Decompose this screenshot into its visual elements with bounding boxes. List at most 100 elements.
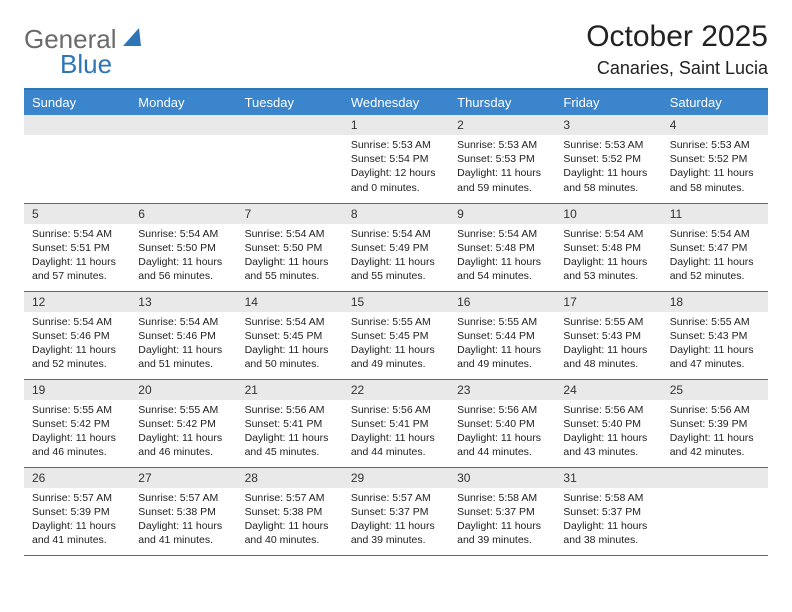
day-body: Sunrise: 5:54 AMSunset: 5:50 PMDaylight:… bbox=[237, 224, 343, 288]
sunset-line: Sunset: 5:48 PM bbox=[563, 241, 653, 255]
day-body: Sunrise: 5:57 AMSunset: 5:38 PMDaylight:… bbox=[237, 488, 343, 552]
daylight-line: Daylight: 11 hours and 41 minutes. bbox=[32, 519, 122, 547]
day-number: 5 bbox=[24, 204, 130, 224]
day-number: 2 bbox=[449, 115, 555, 135]
sunset-line: Sunset: 5:43 PM bbox=[670, 329, 760, 343]
daylight-line: Daylight: 11 hours and 44 minutes. bbox=[351, 431, 441, 459]
sunrise-line: Sunrise: 5:56 AM bbox=[351, 403, 441, 417]
calendar-cell: 14Sunrise: 5:54 AMSunset: 5:45 PMDayligh… bbox=[237, 291, 343, 379]
day-body: Sunrise: 5:54 AMSunset: 5:45 PMDaylight:… bbox=[237, 312, 343, 376]
day-number: 16 bbox=[449, 292, 555, 312]
sunrise-line: Sunrise: 5:57 AM bbox=[32, 491, 122, 505]
day-body: Sunrise: 5:55 AMSunset: 5:42 PMDaylight:… bbox=[130, 400, 236, 464]
day-number: 27 bbox=[130, 468, 236, 488]
daylight-line: Daylight: 11 hours and 58 minutes. bbox=[563, 166, 653, 194]
day-number: 17 bbox=[555, 292, 661, 312]
sunset-line: Sunset: 5:38 PM bbox=[138, 505, 228, 519]
calendar-cell: 17Sunrise: 5:55 AMSunset: 5:43 PMDayligh… bbox=[555, 291, 661, 379]
day-body: Sunrise: 5:56 AMSunset: 5:41 PMDaylight:… bbox=[237, 400, 343, 464]
day-number: 11 bbox=[662, 204, 768, 224]
sunrise-line: Sunrise: 5:53 AM bbox=[457, 138, 547, 152]
sunset-line: Sunset: 5:52 PM bbox=[670, 152, 760, 166]
sunset-line: Sunset: 5:39 PM bbox=[32, 505, 122, 519]
day-number: 3 bbox=[555, 115, 661, 135]
day-number: 25 bbox=[662, 380, 768, 400]
daylight-line: Daylight: 11 hours and 50 minutes. bbox=[245, 343, 335, 371]
day-body: Sunrise: 5:57 AMSunset: 5:37 PMDaylight:… bbox=[343, 488, 449, 552]
sunset-line: Sunset: 5:37 PM bbox=[563, 505, 653, 519]
day-number: 24 bbox=[555, 380, 661, 400]
day-body: Sunrise: 5:54 AMSunset: 5:46 PMDaylight:… bbox=[24, 312, 130, 376]
header: General Blue October 2025 Canaries, Sain… bbox=[24, 20, 768, 80]
sunset-line: Sunset: 5:40 PM bbox=[563, 417, 653, 431]
sunset-line: Sunset: 5:39 PM bbox=[670, 417, 760, 431]
sunset-line: Sunset: 5:41 PM bbox=[245, 417, 335, 431]
day-body: Sunrise: 5:53 AMSunset: 5:52 PMDaylight:… bbox=[662, 135, 768, 199]
day-body: Sunrise: 5:56 AMSunset: 5:40 PMDaylight:… bbox=[555, 400, 661, 464]
day-body: Sunrise: 5:54 AMSunset: 5:50 PMDaylight:… bbox=[130, 224, 236, 288]
sunset-line: Sunset: 5:50 PM bbox=[138, 241, 228, 255]
calendar-cell: 15Sunrise: 5:55 AMSunset: 5:45 PMDayligh… bbox=[343, 291, 449, 379]
weekday-header: Saturday bbox=[662, 89, 768, 115]
sunrise-line: Sunrise: 5:55 AM bbox=[670, 315, 760, 329]
weekday-header: Friday bbox=[555, 89, 661, 115]
logo: General Blue bbox=[24, 24, 145, 80]
day-number: 22 bbox=[343, 380, 449, 400]
daylight-line: Daylight: 11 hours and 47 minutes. bbox=[670, 343, 760, 371]
sunrise-line: Sunrise: 5:57 AM bbox=[245, 491, 335, 505]
sunset-line: Sunset: 5:44 PM bbox=[457, 329, 547, 343]
daylight-line: Daylight: 11 hours and 52 minutes. bbox=[670, 255, 760, 283]
day-body: Sunrise: 5:54 AMSunset: 5:46 PMDaylight:… bbox=[130, 312, 236, 376]
calendar-cell bbox=[130, 115, 236, 203]
daylight-line: Daylight: 11 hours and 54 minutes. bbox=[457, 255, 547, 283]
calendar-head: SundayMondayTuesdayWednesdayThursdayFrid… bbox=[24, 89, 768, 115]
sunset-line: Sunset: 5:49 PM bbox=[351, 241, 441, 255]
day-body: Sunrise: 5:57 AMSunset: 5:38 PMDaylight:… bbox=[130, 488, 236, 552]
day-body: Sunrise: 5:53 AMSunset: 5:52 PMDaylight:… bbox=[555, 135, 661, 199]
daylight-line: Daylight: 11 hours and 57 minutes. bbox=[32, 255, 122, 283]
calendar-cell: 22Sunrise: 5:56 AMSunset: 5:41 PMDayligh… bbox=[343, 379, 449, 467]
daylight-line: Daylight: 11 hours and 45 minutes. bbox=[245, 431, 335, 459]
calendar-cell: 5Sunrise: 5:54 AMSunset: 5:51 PMDaylight… bbox=[24, 203, 130, 291]
day-number: 4 bbox=[662, 115, 768, 135]
day-number: 19 bbox=[24, 380, 130, 400]
calendar-cell: 9Sunrise: 5:54 AMSunset: 5:48 PMDaylight… bbox=[449, 203, 555, 291]
sunset-line: Sunset: 5:45 PM bbox=[351, 329, 441, 343]
calendar-cell: 28Sunrise: 5:57 AMSunset: 5:38 PMDayligh… bbox=[237, 467, 343, 555]
calendar-week: 5Sunrise: 5:54 AMSunset: 5:51 PMDaylight… bbox=[24, 203, 768, 291]
sunrise-line: Sunrise: 5:54 AM bbox=[32, 227, 122, 241]
day-number-empty bbox=[662, 468, 768, 488]
sunset-line: Sunset: 5:46 PM bbox=[32, 329, 122, 343]
weekday-header: Wednesday bbox=[343, 89, 449, 115]
sunrise-line: Sunrise: 5:54 AM bbox=[245, 315, 335, 329]
day-number: 10 bbox=[555, 204, 661, 224]
day-body: Sunrise: 5:54 AMSunset: 5:48 PMDaylight:… bbox=[555, 224, 661, 288]
calendar-cell: 6Sunrise: 5:54 AMSunset: 5:50 PMDaylight… bbox=[130, 203, 236, 291]
day-number: 21 bbox=[237, 380, 343, 400]
day-body: Sunrise: 5:53 AMSunset: 5:54 PMDaylight:… bbox=[343, 135, 449, 199]
sunset-line: Sunset: 5:43 PM bbox=[563, 329, 653, 343]
day-body: Sunrise: 5:53 AMSunset: 5:53 PMDaylight:… bbox=[449, 135, 555, 199]
calendar-week: 26Sunrise: 5:57 AMSunset: 5:39 PMDayligh… bbox=[24, 467, 768, 555]
daylight-line: Daylight: 11 hours and 46 minutes. bbox=[138, 431, 228, 459]
sunrise-line: Sunrise: 5:55 AM bbox=[351, 315, 441, 329]
sunrise-line: Sunrise: 5:54 AM bbox=[138, 315, 228, 329]
daylight-line: Daylight: 11 hours and 49 minutes. bbox=[457, 343, 547, 371]
calendar-cell: 10Sunrise: 5:54 AMSunset: 5:48 PMDayligh… bbox=[555, 203, 661, 291]
sunset-line: Sunset: 5:45 PM bbox=[245, 329, 335, 343]
calendar-cell: 21Sunrise: 5:56 AMSunset: 5:41 PMDayligh… bbox=[237, 379, 343, 467]
calendar-cell: 11Sunrise: 5:54 AMSunset: 5:47 PMDayligh… bbox=[662, 203, 768, 291]
day-number: 15 bbox=[343, 292, 449, 312]
day-number: 8 bbox=[343, 204, 449, 224]
daylight-line: Daylight: 11 hours and 55 minutes. bbox=[351, 255, 441, 283]
day-number: 28 bbox=[237, 468, 343, 488]
calendar-cell: 29Sunrise: 5:57 AMSunset: 5:37 PMDayligh… bbox=[343, 467, 449, 555]
sunrise-line: Sunrise: 5:56 AM bbox=[245, 403, 335, 417]
sunrise-line: Sunrise: 5:54 AM bbox=[138, 227, 228, 241]
calendar-week: 12Sunrise: 5:54 AMSunset: 5:46 PMDayligh… bbox=[24, 291, 768, 379]
daylight-line: Daylight: 11 hours and 51 minutes. bbox=[138, 343, 228, 371]
daylight-line: Daylight: 11 hours and 59 minutes. bbox=[457, 166, 547, 194]
daylight-line: Daylight: 11 hours and 52 minutes. bbox=[32, 343, 122, 371]
calendar-cell: 2Sunrise: 5:53 AMSunset: 5:53 PMDaylight… bbox=[449, 115, 555, 203]
calendar-cell: 4Sunrise: 5:53 AMSunset: 5:52 PMDaylight… bbox=[662, 115, 768, 203]
